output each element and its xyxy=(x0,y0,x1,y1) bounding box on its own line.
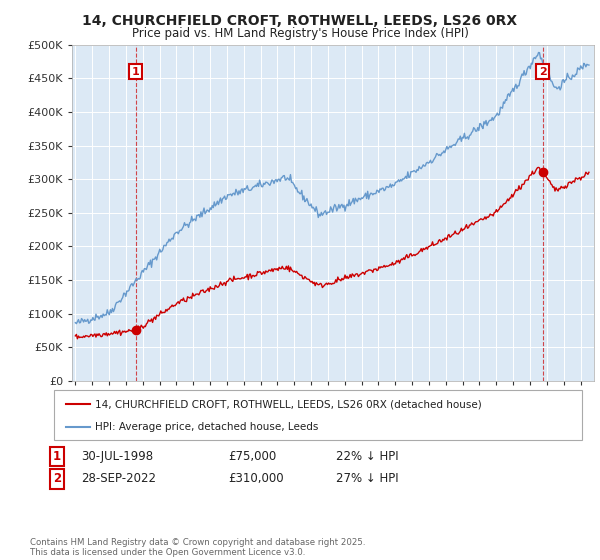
Text: 2: 2 xyxy=(539,67,547,77)
Text: 27% ↓ HPI: 27% ↓ HPI xyxy=(336,472,398,486)
Text: 22% ↓ HPI: 22% ↓ HPI xyxy=(336,450,398,463)
Text: 14, CHURCHFIELD CROFT, ROTHWELL, LEEDS, LS26 0RX (detached house): 14, CHURCHFIELD CROFT, ROTHWELL, LEEDS, … xyxy=(95,399,482,409)
Text: 1: 1 xyxy=(53,450,61,463)
Text: 30-JUL-1998: 30-JUL-1998 xyxy=(81,450,153,463)
Text: 2: 2 xyxy=(53,472,61,486)
Text: HPI: Average price, detached house, Leeds: HPI: Average price, detached house, Leed… xyxy=(95,422,318,432)
Text: 1: 1 xyxy=(132,67,140,77)
Text: Price paid vs. HM Land Registry's House Price Index (HPI): Price paid vs. HM Land Registry's House … xyxy=(131,27,469,40)
Text: £310,000: £310,000 xyxy=(228,472,284,486)
Text: 28-SEP-2022: 28-SEP-2022 xyxy=(81,472,156,486)
Text: £75,000: £75,000 xyxy=(228,450,276,463)
Text: Contains HM Land Registry data © Crown copyright and database right 2025.
This d: Contains HM Land Registry data © Crown c… xyxy=(30,538,365,557)
Text: 14, CHURCHFIELD CROFT, ROTHWELL, LEEDS, LS26 0RX: 14, CHURCHFIELD CROFT, ROTHWELL, LEEDS, … xyxy=(82,14,518,28)
